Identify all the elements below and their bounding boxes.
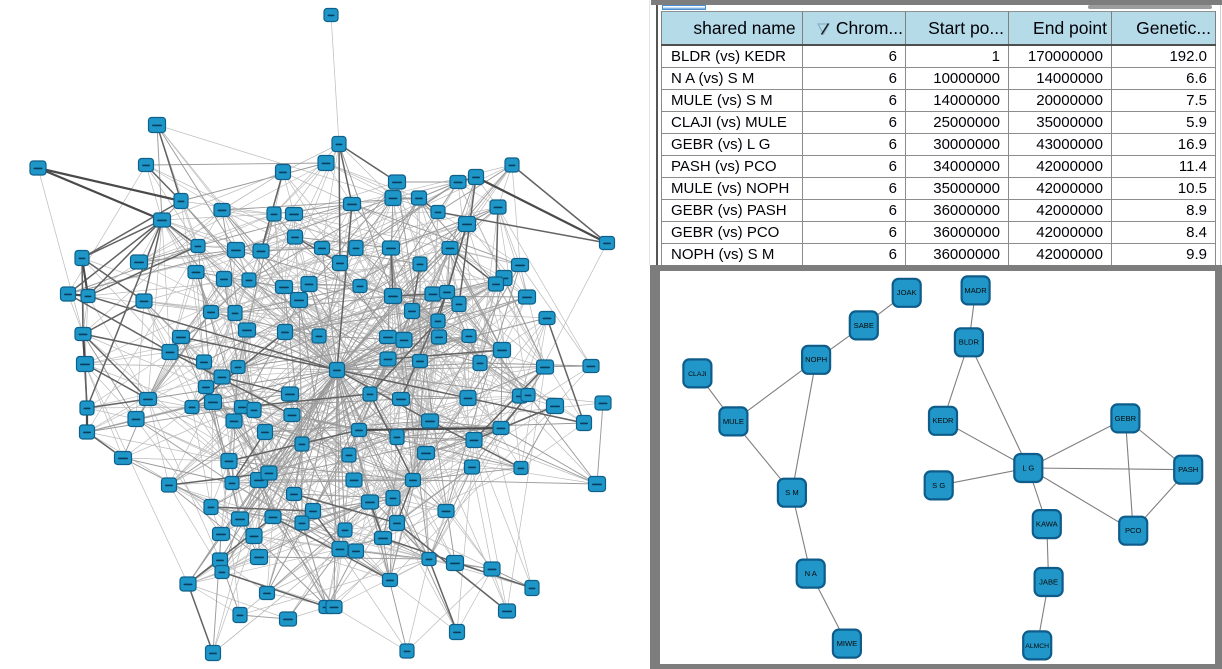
svg-text:MADR: MADR [964, 286, 987, 295]
svg-text:KAWA: KAWA [1036, 520, 1059, 529]
svg-text:BLDR: BLDR [959, 338, 980, 347]
svg-text:N A: N A [805, 569, 818, 578]
svg-text:PASH: PASH [1178, 465, 1198, 474]
svg-text:MIWE: MIWE [837, 639, 858, 648]
svg-text:GEBR: GEBR [1115, 414, 1137, 423]
svg-text:JABE: JABE [1039, 577, 1058, 586]
svg-text:KEDR: KEDR [932, 416, 954, 425]
svg-text:ALMCH: ALMCH [1025, 643, 1049, 650]
svg-text:MULE: MULE [723, 417, 744, 426]
svg-text:PCO: PCO [1125, 526, 1142, 535]
svg-text:S G: S G [932, 481, 945, 490]
svg-text:S M: S M [785, 488, 799, 497]
svg-text:L G: L G [1022, 463, 1034, 472]
svg-text:JOAK: JOAK [897, 288, 917, 297]
svg-text:SABE: SABE [854, 321, 874, 330]
svg-text:NOPH: NOPH [805, 355, 827, 364]
svg-text:CLAJI: CLAJI [688, 371, 707, 378]
